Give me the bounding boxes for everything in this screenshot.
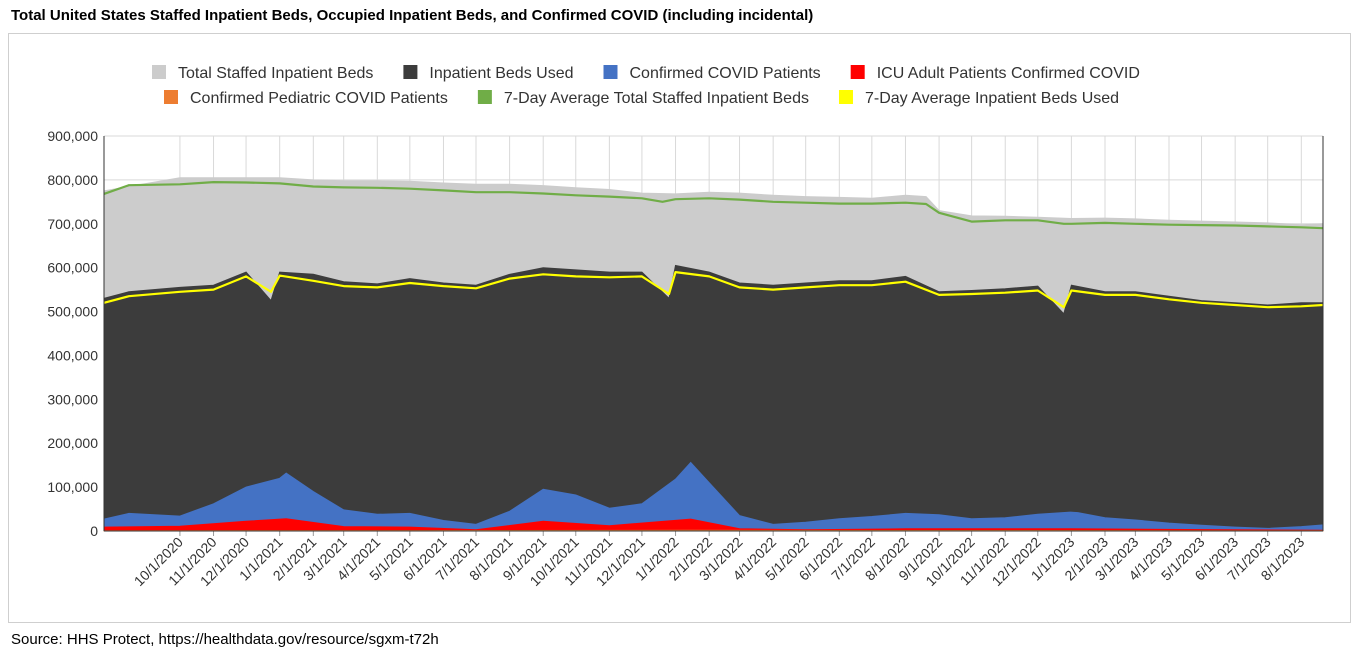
y-tick-label: 100,000: [47, 479, 98, 495]
legend-swatch: [838, 90, 853, 104]
series-line-7-day-average-inpatient-beds-used: [103, 271, 1324, 309]
page-title: Total United States Staffed Inpatient Be…: [11, 7, 814, 24]
legend-item-7-day-average-inpatient-beds-used: 7-Day Average Inpatient Beds Used: [838, 90, 1119, 107]
y-tick-label: 900,000: [47, 128, 98, 144]
legend-swatch: [152, 65, 166, 79]
legend-label: Total Staffed Inpatient Beds: [178, 65, 373, 82]
legend-label: Confirmed COVID Patients: [630, 65, 821, 82]
y-tick-label: 200,000: [47, 435, 98, 451]
y-tick-label: 800,000: [47, 172, 98, 188]
series-area-confirmed-covid-patients: [103, 461, 1324, 532]
series-area-inpatient-beds-used: [103, 264, 1324, 532]
y-tick-label: 600,000: [47, 260, 98, 276]
legend-label: Inpatient Beds Used: [429, 65, 573, 82]
legend-swatch: [403, 65, 418, 79]
legend-item-inpatient-beds-used: Inpatient Beds Used: [403, 65, 574, 82]
y-tick-label: 500,000: [47, 304, 98, 320]
y-tick-label: 400,000: [47, 347, 98, 363]
y-tick-label: 700,000: [47, 216, 98, 232]
y-tick-label: 300,000: [47, 391, 98, 407]
y-tick-label: 0: [90, 523, 98, 539]
legend-label: 7-Day Average Total Staffed Inpatient Be…: [504, 90, 809, 107]
source-note: Source: HHS Protect, https://healthdata.…: [11, 631, 439, 648]
legend-swatch: [850, 65, 865, 79]
legend-label: ICU Adult Patients Confirmed COVID: [877, 65, 1140, 82]
legend-item-confirmed-pediatric-covid-patients: Confirmed Pediatric COVID Patients: [164, 90, 448, 107]
legend-swatch: [164, 90, 178, 104]
legend-swatch: [477, 90, 492, 104]
series-line-7-day-average-total-staffed-inpatient-beds: [103, 181, 1324, 230]
legend-swatch: [603, 65, 618, 79]
legend-item-confirmed-covid-patients: Confirmed COVID Patients: [603, 65, 821, 82]
chart-frame: Total Staffed Inpatient Beds Inpatient Be…: [8, 33, 1351, 623]
chart-svg: Total Staffed Inpatient Beds Inpatient Be…: [47, 65, 1324, 589]
legend-label: Confirmed Pediatric COVID Patients: [190, 90, 448, 107]
legend-item-total-staffed-inpatient-beds: Total Staffed Inpatient Beds: [152, 65, 373, 82]
legend-item-icu-adult-patients-confirmed-covid: ICU Adult Patients Confirmed COVID: [850, 65, 1140, 82]
legend: Total Staffed Inpatient Beds Inpatient Be…: [152, 65, 1140, 107]
legend-label: 7-Day Average Inpatient Beds Used: [865, 90, 1119, 107]
legend-item-7-day-average-total-staffed-inpatient-beds: 7-Day Average Total Staffed Inpatient Be…: [477, 90, 809, 107]
plot-area: [103, 177, 1324, 532]
